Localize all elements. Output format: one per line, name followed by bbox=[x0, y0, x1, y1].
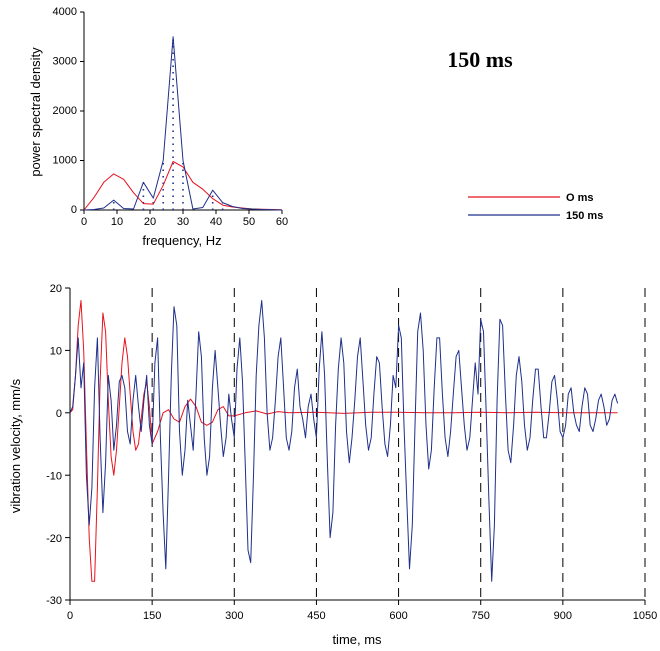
velocity-x-tick-label: 600 bbox=[389, 610, 407, 622]
psd-y-tick-label: 0 bbox=[71, 204, 77, 216]
psd-x-tick-label: 40 bbox=[210, 216, 222, 228]
velocity-x-tick-label: 0 bbox=[67, 610, 73, 622]
velocity-x-tick-label: 150 bbox=[143, 610, 161, 622]
velocity-x-tick-label: 450 bbox=[307, 610, 325, 622]
psd-x-tick-label: 30 bbox=[177, 216, 189, 228]
psd-x-tick-label: 50 bbox=[243, 216, 255, 228]
psd-chart: 0 10 20 30 40 50 60 0 1000 2000 3000 4000 bbox=[53, 6, 289, 228]
psd-x-tick-label: 0 bbox=[81, 216, 87, 228]
annotation-title: 150 ms bbox=[447, 47, 513, 72]
velocity-series-150ms bbox=[69, 300, 619, 582]
legend-label-0ms: O ms bbox=[566, 192, 594, 204]
velocity-x-tick-label: 750 bbox=[472, 610, 490, 622]
psd-x-axis-label: frequency, Hz bbox=[142, 233, 221, 248]
velocity-x-axis-label: time, ms bbox=[332, 632, 382, 647]
velocity-series-oms bbox=[69, 300, 618, 582]
psd-series-150ms bbox=[83, 36, 283, 211]
legend: O ms 150 ms bbox=[468, 192, 603, 222]
velocity-x-tick-label: 900 bbox=[554, 610, 572, 622]
velocity-y-tick-label: 10 bbox=[50, 346, 62, 358]
legend-label-150ms: 150 ms bbox=[566, 210, 603, 222]
velocity-y-tick-label: 20 bbox=[50, 283, 62, 295]
velocity-y-tick-label: 0 bbox=[56, 408, 62, 420]
psd-x-tick-label: 10 bbox=[111, 216, 123, 228]
psd-y-tick-label: 4000 bbox=[53, 6, 77, 18]
psd-y-tick-label: 3000 bbox=[53, 56, 77, 68]
psd-y-tick-label: 1000 bbox=[53, 155, 77, 167]
velocity-y-axis-label: vibration velocity, mm/s bbox=[8, 378, 23, 513]
psd-x-tick-label: 20 bbox=[144, 216, 156, 228]
psd-y-axis-label: power spectral density bbox=[28, 47, 43, 177]
velocity-x-tick-label: 300 bbox=[225, 610, 243, 622]
velocity-y-tick-label: -30 bbox=[46, 595, 62, 607]
psd-y-tick-label: 2000 bbox=[53, 105, 77, 117]
velocity-x-tick-label: 1050 bbox=[633, 610, 657, 622]
velocity-y-tick-label: -20 bbox=[46, 533, 62, 545]
velocity-chart: 0 150 300 450 600 750 900 1050 -30 -20 -10 0 10 20 bbox=[46, 283, 657, 622]
psd-x-tick-label: 60 bbox=[276, 216, 288, 228]
velocity-y-tick-label: -10 bbox=[46, 470, 62, 482]
